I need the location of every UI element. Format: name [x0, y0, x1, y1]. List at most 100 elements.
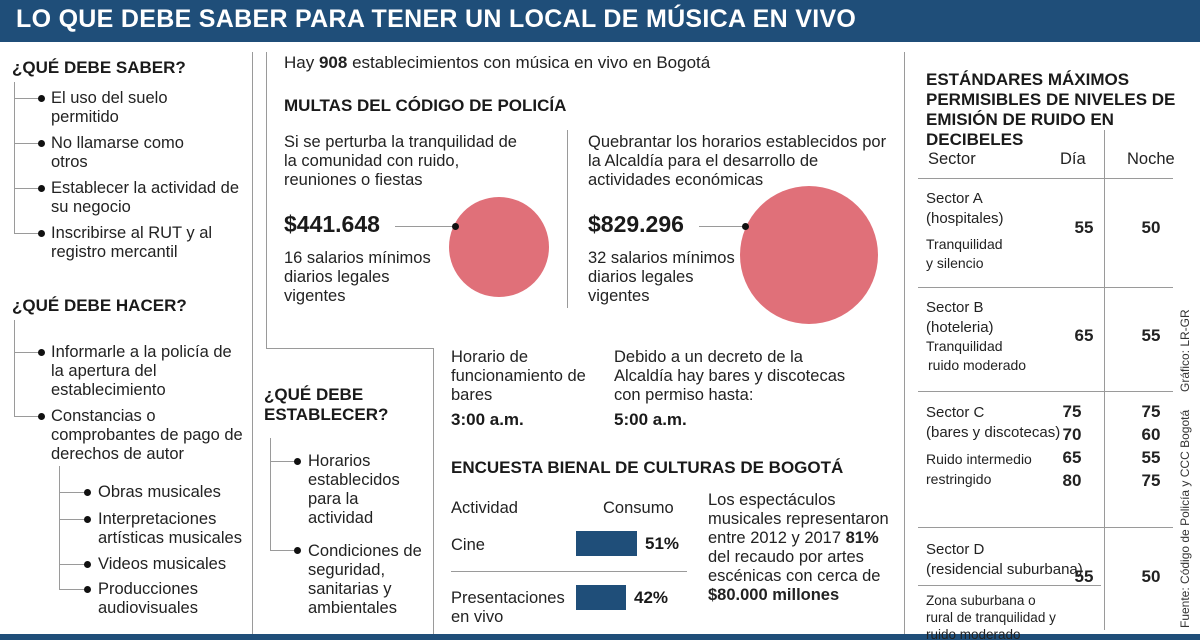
noche-value: 55 — [1141, 448, 1161, 467]
bar-value-label: 42% — [634, 588, 669, 607]
multa-salarios: 16 salarios mínimos diarios legales vige… — [284, 249, 431, 305]
center-frame-right — [433, 348, 434, 634]
multa-amount: $829.296 — [588, 211, 684, 237]
noche-value: 55 — [1141, 326, 1161, 345]
note-mid: del recaudo por artes escénicas con cerc… — [708, 548, 881, 585]
hacer-item: Constancias o comprobantes de pago de de… — [51, 407, 243, 463]
encuesta-heading: ENCUESTA BIENAL DE CULTURAS DE BOGOTÁ — [451, 458, 844, 477]
sector-sub: (bares y discotecas) — [926, 424, 1061, 441]
sector-name: Sector D — [926, 541, 985, 558]
dia-value: 80 — [1062, 471, 1082, 490]
saber-tree-line — [14, 82, 15, 234]
bullet — [38, 349, 45, 356]
bullet — [38, 230, 45, 237]
grafico-credit: Gráfico: LR-GR — [1178, 309, 1192, 392]
table-col-divider — [1104, 130, 1105, 630]
horario-right-text: Debido a un decreto de la Alcaldía hay b… — [614, 348, 846, 404]
bullet — [38, 140, 45, 147]
row-divider — [918, 287, 1173, 288]
saber-branch — [14, 188, 40, 189]
hacer-subitem: Videos musicales — [98, 555, 227, 573]
sector-desc: Tranquilidad — [926, 236, 1003, 252]
sector-desc: Zona suburbana o — [926, 593, 1036, 608]
bottom-bar — [0, 634, 1200, 640]
dia-value: 65 — [1062, 448, 1082, 467]
center-frame-left — [266, 52, 267, 349]
sector-desc: ruido moderado — [926, 627, 1021, 642]
bullet — [38, 413, 45, 420]
multa-circle — [740, 186, 878, 324]
horario-right-time: 5:00 a.m. — [614, 410, 687, 429]
intro-pre: Hay — [284, 53, 319, 72]
saber-branch — [14, 233, 40, 234]
multa-salarios: 32 salarios mínimos diarios legales vige… — [588, 249, 735, 305]
dia-value: 65 — [1074, 326, 1094, 345]
bullet — [742, 223, 749, 230]
sector-desc: rural de tranquilidad y — [926, 610, 1056, 625]
saber-item: No llamarse como otros — [51, 134, 184, 171]
saber-branch — [14, 143, 40, 144]
dia-value: 75 — [1062, 402, 1082, 421]
establecer-branch — [270, 461, 297, 462]
establecer-item: Condiciones de seguridad, sanitarias y a… — [308, 542, 422, 617]
note-amount: $80.000 millones — [708, 586, 840, 604]
sector-desc: Ruido intermedio — [926, 451, 1032, 467]
multa-desc: Quebrantar los horarios establecidos por… — [588, 133, 887, 189]
right-column-divider — [904, 52, 905, 634]
bar-value-label: 51% — [645, 534, 680, 553]
bar-category-label: Presentaciones en vivo — [451, 589, 565, 626]
note-pre: Los espectáculos musicales representaron… — [708, 491, 889, 547]
horario-left-time: 3:00 a.m. — [451, 410, 524, 429]
multas-divider — [567, 130, 568, 308]
intro-line: Hay 908 establecimientos con música en v… — [284, 53, 710, 72]
multa-circle — [449, 197, 549, 297]
establecer-item: Horarios establecidos para la actividad — [308, 452, 400, 527]
chart-divider — [451, 571, 687, 572]
bar-category-label: Cine — [451, 536, 485, 554]
horario-left-text: Horario de funcionamiento de bares — [451, 348, 586, 404]
sub-branch — [59, 519, 86, 520]
row-sub-divider — [918, 585, 1101, 586]
saber-item: Establecer la actividad de su negocio — [51, 179, 240, 216]
establecer-branch — [270, 550, 297, 551]
fuente-credit: Fuente: Código de Policía y CCC Bogotá — [1178, 409, 1192, 628]
sub-branch — [59, 492, 86, 493]
sector-sub: (hoteleria) — [926, 319, 994, 336]
multa-leader-line — [699, 226, 743, 227]
hacer-branch — [14, 416, 40, 417]
hacer-branch — [14, 352, 40, 353]
saber-item: El uso del suelo permitido — [51, 89, 168, 126]
subitems-tree-line — [59, 466, 60, 589]
sub-branch — [59, 564, 86, 565]
noche-value: 50 — [1141, 218, 1161, 237]
bullet — [38, 185, 45, 192]
page-title: LO QUE DEBE SABER PARA TENER UN LOCAL DE… — [16, 5, 857, 33]
bullet — [294, 547, 301, 554]
sector-desc: y silencio — [926, 255, 984, 271]
intro-post: establecimientos con música en vivo en B… — [347, 53, 711, 72]
saber-item: Inscribirse al RUT y al registro mercant… — [51, 224, 213, 261]
multa-desc: Si se perturba la tranquilidad de la com… — [284, 133, 517, 189]
noche-value: 60 — [1141, 425, 1161, 444]
estandares-heading: ESTÁNDARES MÁXIMOS PERMISIBLES DE NIVELE… — [926, 70, 1176, 149]
col-noche: Noche — [1127, 150, 1175, 168]
hacer-item: Informarle a la policía de la apertura d… — [51, 343, 232, 399]
sector-desc: restringido — [926, 471, 992, 487]
bullet — [84, 561, 91, 568]
bullet — [452, 223, 459, 230]
hacer-subitem: Producciones audiovisuales — [98, 580, 198, 617]
establecer-heading: ¿QUÉ DEBE ESTABLECER? — [264, 385, 389, 424]
center-frame-bottom — [266, 348, 434, 349]
multa-amount: $441.648 — [284, 211, 380, 237]
dia-value: 55 — [1074, 218, 1094, 237]
col-consumo: Consumo — [603, 499, 674, 517]
row-divider — [918, 391, 1173, 392]
noche-value: 75 — [1141, 402, 1161, 421]
noche-value: 75 — [1141, 471, 1161, 490]
sector-desc: Tranquilidad — [926, 338, 1003, 354]
sub-branch — [59, 589, 86, 590]
hacer-subitem: Obras musicales — [98, 483, 221, 501]
dia-value: 55 — [1074, 567, 1094, 586]
hacer-subitem: Interpretaciones artísticas musicales — [98, 510, 242, 547]
intro-number: 908 — [318, 53, 348, 72]
